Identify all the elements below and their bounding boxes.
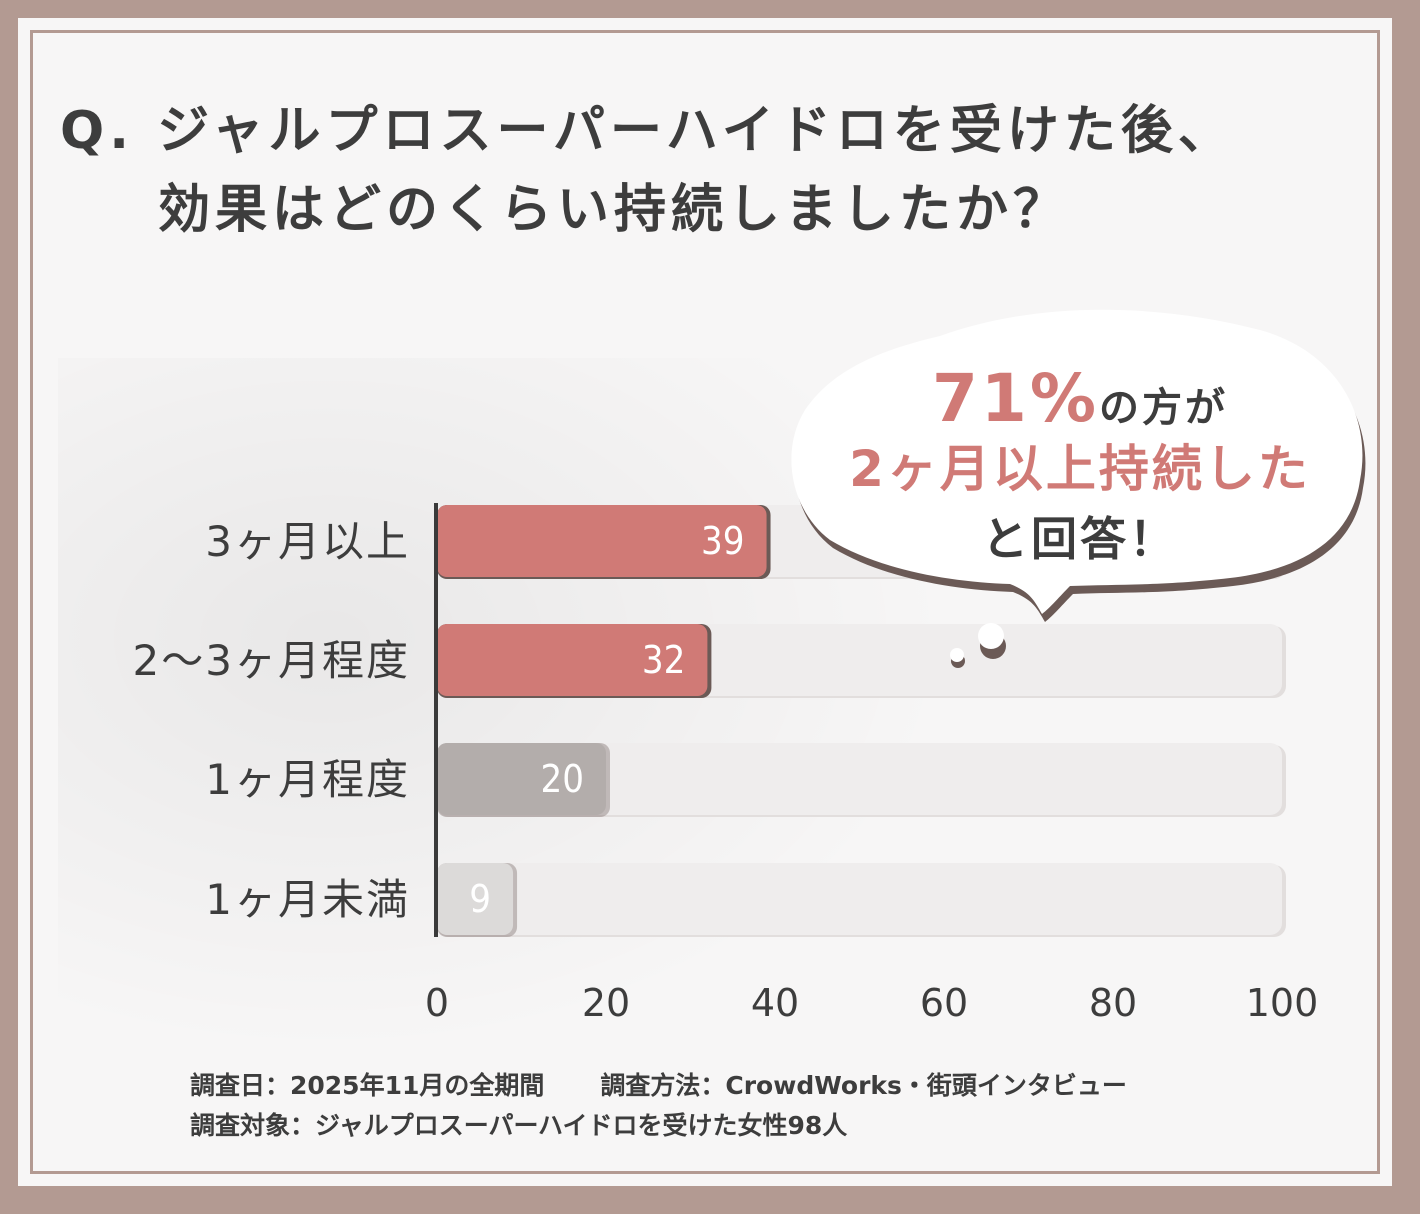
- survey-method: 調査方法：CrowdWorks・街頭インタビュー: [600, 1071, 1127, 1100]
- x-tick-label: 0: [425, 981, 449, 1025]
- callout-percent: 71%: [932, 360, 1099, 437]
- callout-line3: と回答！: [982, 512, 1178, 566]
- question-title: Q. ジャルプロスーパーハイドロを受けた後、 効果はどのくらい持続しましたか？: [60, 92, 1235, 250]
- survey-date: 調査日：2025年11月の全期間: [190, 1071, 545, 1100]
- data-label: 20: [541, 757, 585, 801]
- x-tick-label: 60: [920, 981, 968, 1025]
- category-label: 3ヶ月以上: [205, 517, 410, 566]
- survey-footer: 調査日：2025年11月の全期間 調査方法：CrowdWorks・街頭インタビュー…: [190, 1066, 1127, 1146]
- survey-target: 調査対象：ジャルプロスーパーハイドロを受けた女性98人: [190, 1111, 848, 1140]
- callout-line1: 71%の方が: [800, 360, 1360, 437]
- category-label: 1ヶ月程度: [205, 755, 410, 804]
- callout-line2: 2ヶ月以上持続した: [849, 440, 1311, 498]
- card: [18, 18, 1392, 1186]
- bar: [437, 743, 606, 815]
- x-tick-label: 20: [582, 981, 630, 1025]
- bar: [437, 505, 767, 577]
- data-label: 9: [469, 877, 491, 921]
- x-tick-label: 100: [1246, 981, 1319, 1025]
- x-tick-label: 80: [1089, 981, 1137, 1025]
- thought-dot-small: [950, 648, 964, 662]
- question-title-line2: 効果はどのくらい持続しましたか？: [158, 180, 1071, 241]
- category-label: 1ヶ月未満: [205, 875, 410, 924]
- thought-dot-large: [978, 623, 1004, 649]
- category-label: 2〜3ヶ月程度: [133, 636, 410, 685]
- speech-bubble-body: [791, 309, 1363, 614]
- question-title-line1: Q. ジャルプロスーパーハイドロを受けた後、: [60, 101, 1235, 161]
- x-tick-label: 40: [751, 981, 799, 1025]
- callout-suffix: の方が: [1098, 385, 1228, 431]
- callout-text: 71%の方が 2ヶ月以上持続した と回答！: [800, 340, 1360, 570]
- y-axis-line: [434, 503, 438, 937]
- bar: [437, 624, 708, 696]
- speech-bubble: [791, 309, 1366, 668]
- data-label: 32: [642, 638, 686, 682]
- data-label: 39: [701, 519, 745, 563]
- bar-track: [437, 863, 1282, 935]
- bar-track: [437, 743, 1282, 815]
- bar: [437, 863, 514, 935]
